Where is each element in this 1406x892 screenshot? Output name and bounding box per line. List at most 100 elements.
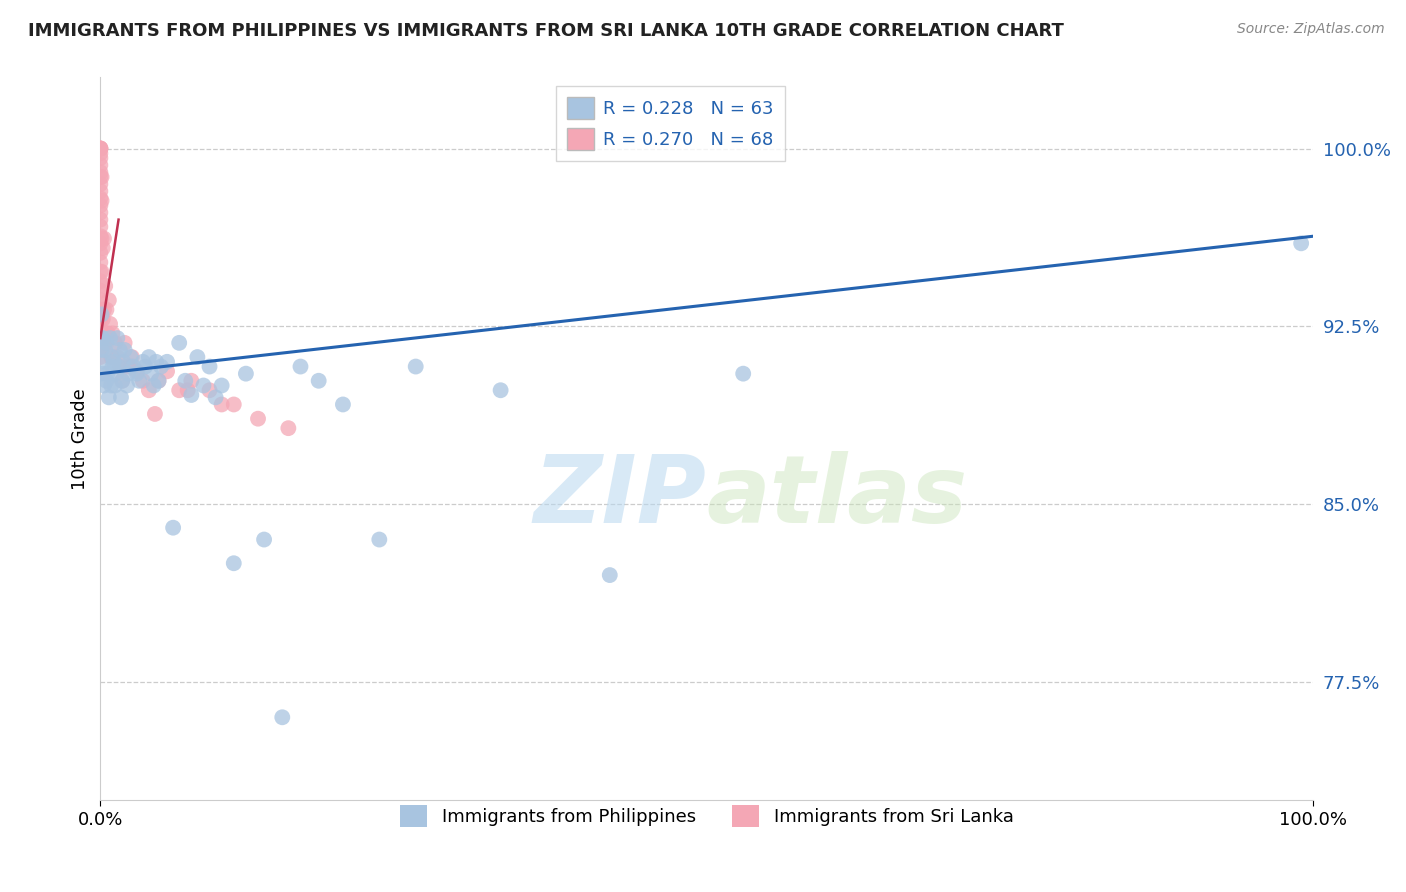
Point — [134, 359, 156, 374]
Point — [89, 255, 111, 269]
Point — [180, 388, 202, 402]
Point — [125, 367, 148, 381]
Point — [89, 212, 111, 227]
Point — [193, 378, 215, 392]
Point — [100, 350, 122, 364]
Point — [90, 265, 112, 279]
Point — [138, 383, 160, 397]
Point — [120, 350, 142, 364]
Point — [89, 341, 111, 355]
Point — [94, 343, 117, 357]
Point — [103, 355, 125, 369]
Point — [122, 359, 145, 374]
Point — [91, 367, 114, 381]
Point — [198, 359, 221, 374]
Point — [405, 359, 427, 374]
Point — [91, 241, 114, 255]
Point — [89, 142, 111, 156]
Point — [271, 710, 294, 724]
Point — [174, 374, 197, 388]
Point — [97, 326, 120, 341]
Point — [90, 343, 112, 357]
Point — [90, 307, 112, 321]
Point — [132, 374, 155, 388]
Point — [93, 378, 115, 392]
Point — [167, 335, 190, 350]
Point — [89, 321, 111, 335]
Point — [93, 355, 115, 369]
Point — [180, 374, 202, 388]
Point — [143, 407, 166, 421]
Point — [148, 374, 170, 388]
Point — [156, 355, 179, 369]
Point — [89, 293, 111, 308]
Point — [107, 359, 129, 374]
Point — [111, 374, 134, 388]
Point — [308, 374, 330, 388]
Point — [120, 359, 142, 374]
Point — [125, 364, 148, 378]
Point — [94, 279, 117, 293]
Point — [101, 359, 124, 374]
Point — [167, 383, 190, 397]
Point — [1289, 236, 1312, 251]
Point — [235, 367, 257, 381]
Point — [89, 219, 111, 234]
Point — [145, 355, 167, 369]
Point — [108, 343, 131, 357]
Point — [112, 355, 135, 369]
Point — [90, 194, 112, 208]
Point — [104, 378, 127, 392]
Point — [198, 383, 221, 397]
Point — [599, 568, 621, 582]
Point — [211, 378, 233, 392]
Legend: Immigrants from Philippines, Immigrants from Sri Lanka: Immigrants from Philippines, Immigrants … — [394, 798, 1021, 835]
Point — [90, 231, 112, 245]
Text: IMMIGRANTS FROM PHILIPPINES VS IMMIGRANTS FROM SRI LANKA 10TH GRADE CORRELATION : IMMIGRANTS FROM PHILIPPINES VS IMMIGRANT… — [28, 22, 1064, 40]
Point — [91, 331, 114, 345]
Point — [105, 367, 128, 381]
Point — [89, 169, 111, 184]
Point — [97, 390, 120, 404]
Point — [101, 350, 124, 364]
Point — [89, 191, 111, 205]
Point — [89, 236, 111, 251]
Text: atlas: atlas — [707, 450, 969, 542]
Text: ZIP: ZIP — [534, 450, 707, 542]
Point — [100, 378, 122, 392]
Point — [253, 533, 276, 547]
Point — [90, 331, 112, 345]
Point — [89, 331, 111, 345]
Point — [211, 397, 233, 411]
Point — [114, 335, 136, 350]
Point — [90, 169, 112, 184]
Point — [96, 374, 118, 388]
Point — [489, 383, 512, 397]
Point — [222, 556, 245, 570]
Point — [368, 533, 391, 547]
Point — [110, 390, 132, 404]
Text: Source: ZipAtlas.com: Source: ZipAtlas.com — [1237, 22, 1385, 37]
Point — [91, 312, 114, 326]
Point — [104, 335, 127, 350]
Point — [89, 165, 111, 179]
Point — [89, 142, 111, 156]
Point — [98, 331, 121, 345]
Point — [89, 146, 111, 161]
Point — [89, 205, 111, 219]
Point — [204, 390, 226, 404]
Point — [101, 326, 124, 341]
Point — [89, 151, 111, 165]
Point — [89, 350, 111, 364]
Point — [97, 367, 120, 381]
Y-axis label: 10th Grade: 10th Grade — [72, 388, 89, 490]
Point — [176, 383, 198, 397]
Point — [89, 265, 111, 279]
Point — [138, 350, 160, 364]
Point — [277, 421, 299, 435]
Point — [105, 331, 128, 345]
Point — [128, 374, 150, 388]
Point — [186, 350, 208, 364]
Point — [156, 364, 179, 378]
Point — [733, 367, 755, 381]
